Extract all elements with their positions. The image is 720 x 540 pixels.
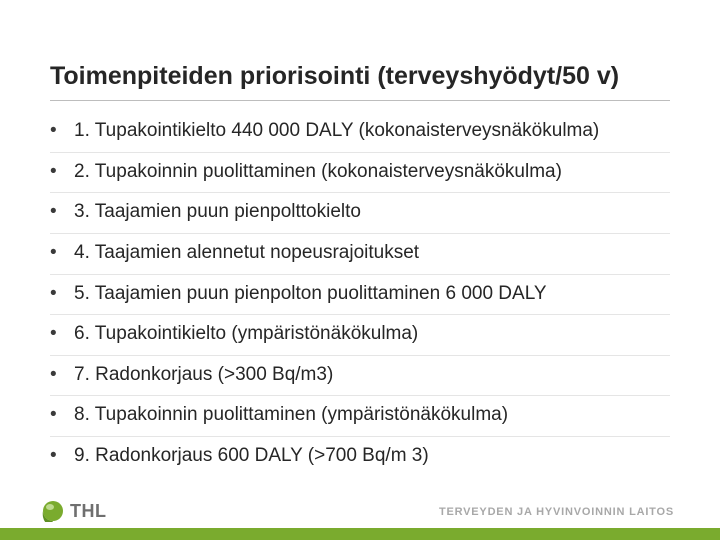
list-item-text: 5. Taajamien puun pienpolton puolittamin… — [74, 281, 670, 307]
list-item-text: 1. Tupakointikielto 440 000 DALY (kokona… — [74, 118, 670, 144]
bullet-icon: • — [50, 443, 74, 469]
list-item: • 2. Tupakoinnin puolittaminen (kokonais… — [50, 159, 670, 194]
list-item: • 3. Taajamien puun pienpolttokielto — [50, 199, 670, 234]
list-item-text: 8. Tupakoinnin puolittaminen (ympäristön… — [74, 402, 670, 428]
bullet-icon: • — [50, 118, 74, 144]
globe-icon — [42, 500, 64, 522]
title-underline — [50, 100, 670, 101]
footer: THL TERVEYDEN JA HYVINVOINNIN LAITOS — [0, 494, 720, 540]
bullet-icon: • — [50, 199, 74, 225]
list-item-text: 7. Radonkorjaus (>300 Bq/m3) — [74, 362, 670, 388]
bullet-list: • 1. Tupakointikielto 440 000 DALY (koko… — [50, 118, 670, 483]
org-name: TERVEYDEN JA HYVINVOINNIN LAITOS — [439, 506, 674, 518]
list-item: • 9. Radonkorjaus 600 DALY (>700 Bq/m 3) — [50, 443, 670, 477]
slide: Toimenpiteiden priorisointi (terveyshyöd… — [0, 0, 720, 540]
list-item-text: 9. Radonkorjaus 600 DALY (>700 Bq/m 3) — [74, 443, 670, 469]
list-item-text: 2. Tupakoinnin puolittaminen (kokonaiste… — [74, 159, 670, 185]
bullet-icon: • — [50, 159, 74, 185]
bullet-icon: • — [50, 321, 74, 347]
bullet-icon: • — [50, 281, 74, 307]
slide-title: Toimenpiteiden priorisointi (terveyshyöd… — [50, 62, 619, 91]
list-item: • 1. Tupakointikielto 440 000 DALY (koko… — [50, 118, 670, 153]
list-item-text: 6. Tupakointikielto (ympäristönäkökulma) — [74, 321, 670, 347]
list-item: • 7. Radonkorjaus (>300 Bq/m3) — [50, 362, 670, 397]
bullet-icon: • — [50, 402, 74, 428]
list-item-text: 4. Taajamien alennetut nopeusrajoitukset — [74, 240, 670, 266]
logo: THL — [42, 500, 107, 522]
list-item-text: 3. Taajamien puun pienpolttokielto — [74, 199, 670, 225]
bullet-icon: • — [50, 240, 74, 266]
list-item: • 8. Tupakoinnin puolittaminen (ympärist… — [50, 402, 670, 437]
list-item: • 4. Taajamien alennetut nopeusrajoituks… — [50, 240, 670, 275]
footer-bar — [0, 528, 720, 540]
list-item: • 6. Tupakointikielto (ympäristönäkökulm… — [50, 321, 670, 356]
bullet-icon: • — [50, 362, 74, 388]
logo-text: THL — [70, 501, 107, 522]
list-item: • 5. Taajamien puun pienpolton puolittam… — [50, 281, 670, 316]
